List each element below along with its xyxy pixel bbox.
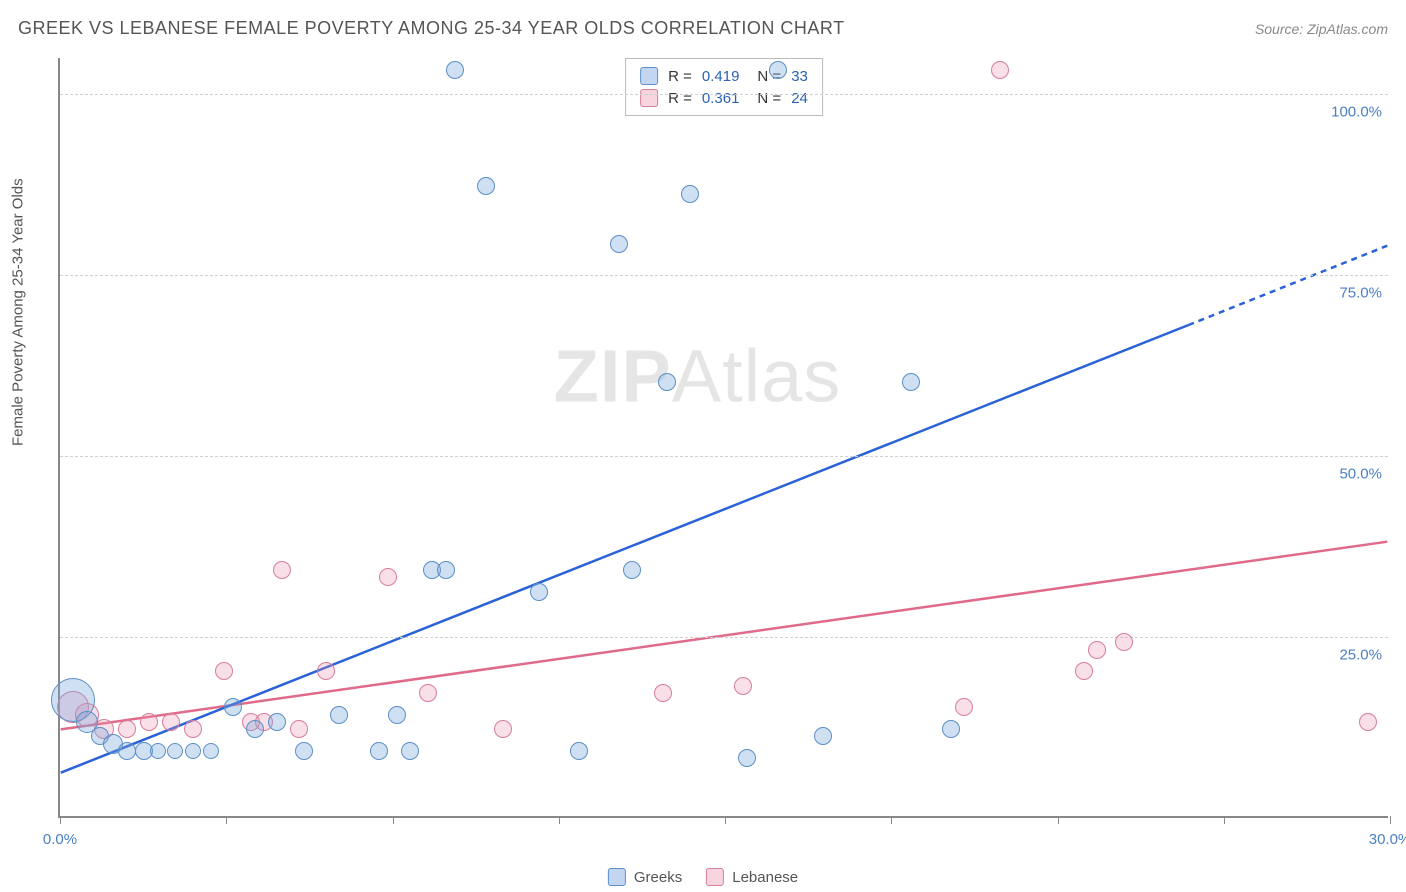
greek-point: [268, 713, 286, 731]
lebanese-point: [1115, 633, 1133, 651]
x-tick: [393, 816, 394, 824]
greek-point: [370, 742, 388, 760]
lebanese-point: [379, 568, 397, 586]
greek-point: [738, 749, 756, 767]
series-legend: Greeks Lebanese: [608, 868, 798, 886]
x-tick-label: 0.0%: [43, 831, 77, 848]
legend-item-lebanese: Lebanese: [706, 868, 798, 886]
x-tick: [60, 816, 61, 824]
x-tick: [891, 816, 892, 824]
lebanese-point: [734, 677, 752, 695]
greek-point: [658, 373, 676, 391]
lebanese-point: [494, 720, 512, 738]
x-tick: [1224, 816, 1225, 824]
greek-point: [446, 61, 464, 79]
correlation-stats-box: R = 0.419 N = 33 R = 0.361 N = 24: [625, 58, 823, 116]
stat-row-lebanese: R = 0.361 N = 24: [640, 87, 808, 109]
greek-point: [610, 235, 628, 253]
legend-item-greek: Greeks: [608, 868, 682, 886]
greek-point: [167, 743, 183, 759]
greek-point: [623, 561, 641, 579]
greek-point: [150, 743, 166, 759]
greek-point: [902, 373, 920, 391]
greek-point: [330, 706, 348, 724]
gridline: [60, 456, 1388, 457]
x-tick: [226, 816, 227, 824]
r-label: R =: [668, 90, 692, 107]
lebanese-point: [654, 684, 672, 702]
chart-header: GREEK VS LEBANESE FEMALE POVERTY AMONG 2…: [18, 18, 1388, 39]
x-tick: [725, 816, 726, 824]
legend-label: Greeks: [634, 869, 682, 886]
greek-point: [203, 743, 219, 759]
lebanese-swatch-icon: [640, 89, 658, 107]
greek-point: [530, 583, 548, 601]
y-tick-label: 25.0%: [1339, 647, 1382, 664]
lebanese-point: [955, 698, 973, 716]
source-value: ZipAtlas.com: [1307, 21, 1388, 37]
watermark: ZIPAtlas: [554, 334, 842, 419]
greek-point: [185, 743, 201, 759]
legend-label: Lebanese: [732, 869, 798, 886]
y-tick-label: 75.0%: [1339, 285, 1382, 302]
x-tick: [559, 816, 560, 824]
greek-swatch-icon: [640, 67, 658, 85]
greek-point: [942, 720, 960, 738]
lebanese-swatch-icon: [706, 868, 724, 886]
n-value: 24: [791, 90, 808, 107]
gridline: [60, 637, 1388, 638]
gridline: [60, 275, 1388, 276]
y-tick-label: 100.0%: [1331, 104, 1382, 121]
source-attribution: Source: ZipAtlas.com: [1255, 21, 1388, 37]
y-axis-title: Female Poverty Among 25-34 Year Olds: [10, 178, 27, 446]
greek-point: [477, 177, 495, 195]
greek-point: [570, 742, 588, 760]
n-value: 33: [791, 68, 808, 85]
greek-point: [224, 698, 242, 716]
lebanese-point: [1359, 713, 1377, 731]
lebanese-point: [215, 662, 233, 680]
lebanese-point: [1075, 662, 1093, 680]
lebanese-point: [991, 61, 1009, 79]
lebanese-point: [273, 561, 291, 579]
source-label: Source:: [1255, 21, 1303, 37]
lebanese-point: [162, 713, 180, 731]
gridline: [60, 94, 1388, 95]
greek-point: [437, 561, 455, 579]
r-value: 0.419: [702, 68, 740, 85]
x-tick-label: 30.0%: [1369, 831, 1406, 848]
greek-point: [246, 720, 264, 738]
lebanese-point: [184, 720, 202, 738]
r-label: R =: [668, 68, 692, 85]
lebanese-point: [419, 684, 437, 702]
lebanese-point: [317, 662, 335, 680]
x-tick: [1390, 816, 1391, 824]
lebanese-point: [1088, 641, 1106, 659]
greek-point: [814, 727, 832, 745]
scatter-plot: ZIPAtlas R = 0.419 N = 33 R = 0.361 N = 24 25.0…: [58, 58, 1388, 818]
greek-point: [118, 742, 136, 760]
lebanese-point: [118, 720, 136, 738]
watermark-zip: ZIP: [554, 335, 672, 418]
greek-point: [295, 742, 313, 760]
lebanese-point: [140, 713, 158, 731]
x-tick: [1058, 816, 1059, 824]
chart-title: GREEK VS LEBANESE FEMALE POVERTY AMONG 2…: [18, 18, 845, 39]
greek-point: [401, 742, 419, 760]
greek-point: [388, 706, 406, 724]
trend-lines: [60, 58, 1388, 816]
watermark-atlas: Atlas: [672, 335, 842, 418]
greek-swatch-icon: [608, 868, 626, 886]
greek-point: [769, 61, 787, 79]
y-tick-label: 50.0%: [1339, 466, 1382, 483]
r-value: 0.361: [702, 90, 740, 107]
greek-point: [681, 185, 699, 203]
lebanese-point: [290, 720, 308, 738]
n-label: N =: [757, 90, 781, 107]
